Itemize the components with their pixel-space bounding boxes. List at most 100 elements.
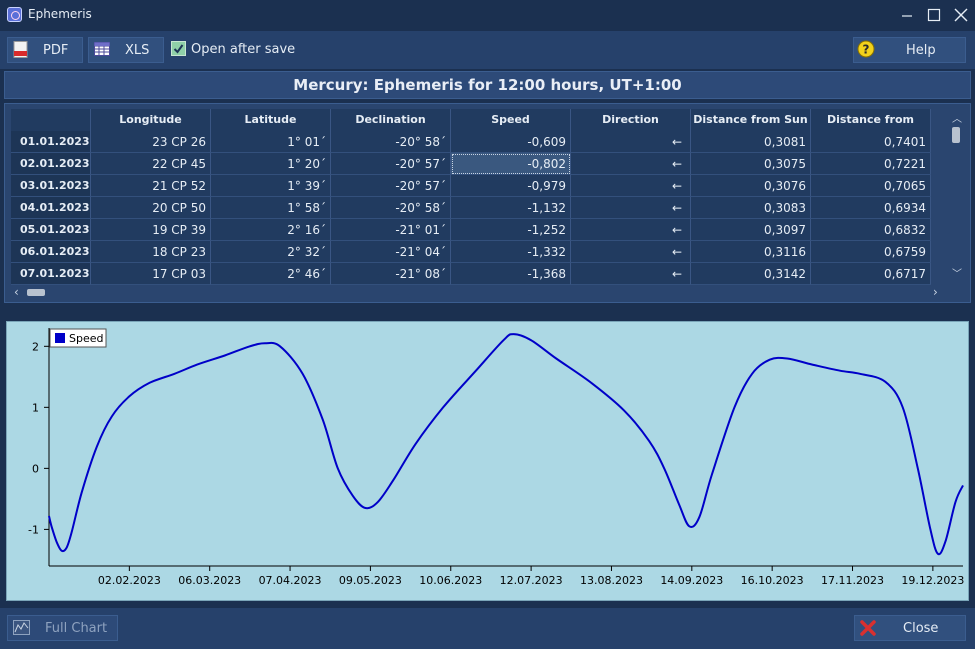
table-cell[interactable]: -0,979 <box>451 175 571 197</box>
close-window-icon[interactable] <box>951 5 971 25</box>
table-cell[interactable]: -1,368 <box>451 263 571 285</box>
table-cell[interactable]: 21 CP 52 <box>91 175 211 197</box>
help-button[interactable]: ? Help <box>853 37 966 63</box>
row-date[interactable]: 03.01.2023 <box>11 175 91 197</box>
table-cell[interactable]: 0,3083 <box>691 197 811 219</box>
table-cell[interactable]: 0,3075 <box>691 153 811 175</box>
table-cell[interactable]: 0,6832 <box>811 219 931 241</box>
table-cell[interactable]: 0,7401 <box>811 131 931 153</box>
table-cell[interactable]: 0,6717 <box>811 263 931 285</box>
column-header[interactable]: Distance from Sun <box>691 109 811 131</box>
table-cell[interactable]: 0,6759 <box>811 241 931 263</box>
table-cell[interactable]: ← <box>571 153 691 175</box>
table-cell[interactable]: -21° 04´ <box>331 241 451 263</box>
maximize-icon[interactable] <box>924 5 944 25</box>
pdf-button[interactable]: PDF <box>7 37 83 63</box>
xls-button-label: XLS <box>125 43 150 58</box>
table-cell[interactable]: 0,3142 <box>691 263 811 285</box>
table-cell[interactable]: 0,7065 <box>811 175 931 197</box>
table-cell[interactable]: -0,802 <box>451 153 571 175</box>
row-date[interactable]: 07.01.2023 <box>11 263 91 285</box>
table-cell[interactable]: 18 CP 23 <box>91 241 211 263</box>
table-cell[interactable]: ← <box>571 197 691 219</box>
speed-chart: -1 0 1 2 02.02.2023 06.03.2023 07.04.2023 09.05… <box>28 328 964 587</box>
table-cell[interactable]: 1° 58´ <box>211 197 331 219</box>
open-after-save-label[interactable]: Open after save <box>191 42 296 57</box>
table-cell[interactable]: 20 CP 50 <box>91 197 211 219</box>
table-row[interactable]: 06.01.2023 18 CP 23 2° 32´ -21° 04´ -1,332 ← 0… <box>11 241 931 263</box>
table-row[interactable]: 05.01.2023 19 CP 39 2° 16´ -21° 01´ -1,252 ← 0… <box>11 219 931 241</box>
table-cell[interactable]: -20° 58´ <box>331 197 451 219</box>
table-cell[interactable]: ← <box>571 175 691 197</box>
column-header[interactable]: Distance from Earth <box>811 109 931 148</box>
table-cell[interactable]: ← <box>571 219 691 241</box>
x-tick-label: 06.03.2023 <box>178 574 241 587</box>
row-date[interactable]: 01.01.2023 <box>11 131 91 153</box>
table-cell[interactable]: 2° 16´ <box>211 219 331 241</box>
horizontal-scroll-thumb[interactable] <box>27 289 45 296</box>
table-cell[interactable]: 0,3097 <box>691 219 811 241</box>
spreadsheet-icon <box>94 42 110 56</box>
table-cell[interactable]: -21° 08´ <box>331 263 451 285</box>
table-cell[interactable]: 22 CP 45 <box>91 153 211 175</box>
row-date[interactable]: 04.01.2023 <box>11 197 91 219</box>
column-header[interactable]: Declination <box>331 109 451 131</box>
table-cell[interactable]: 1° 39´ <box>211 175 331 197</box>
table-cell[interactable]: 0,3076 <box>691 175 811 197</box>
table-row[interactable]: 02.01.2023 22 CP 45 1° 20´ -20° 57´ -0,802 ← 0… <box>11 153 931 175</box>
row-date[interactable]: 05.01.2023 <box>11 219 91 241</box>
y-tick-label: 1 <box>32 401 39 414</box>
table-cell[interactable]: 2° 46´ <box>211 263 331 285</box>
column-header[interactable]: Longitude <box>91 109 211 131</box>
x-tick-label: 19.12.2023 <box>901 574 964 587</box>
row-date[interactable]: 02.01.2023 <box>11 153 91 175</box>
table-row[interactable]: 03.01.2023 21 CP 52 1° 39´ -20° 57´ -0,979 ← 0… <box>11 175 931 197</box>
table-cell[interactable]: 19 CP 39 <box>91 219 211 241</box>
row-date[interactable]: 06.01.2023 <box>11 241 91 263</box>
xls-button[interactable]: XLS <box>88 37 164 63</box>
table-cell[interactable]: 0,7221 <box>811 153 931 175</box>
vertical-scroll-thumb[interactable] <box>952 127 960 143</box>
scroll-left-icon[interactable]: ‹ <box>14 285 19 299</box>
column-header[interactable]: Direction <box>571 109 691 131</box>
close-button[interactable]: Close <box>854 615 966 641</box>
column-header[interactable]: Latitude <box>211 109 331 131</box>
table-cell[interactable]: 1° 01´ <box>211 131 331 153</box>
checkmark-icon <box>173 44 184 54</box>
table-cell[interactable]: 0,3081 <box>691 131 811 153</box>
table-row[interactable]: 04.01.2023 20 CP 50 1° 58´ -20° 58´ -1,132 ← 0… <box>11 197 931 219</box>
table-cell[interactable]: ← <box>571 263 691 285</box>
help-icon: ? <box>857 40 875 58</box>
svg-text:?: ? <box>863 43 870 57</box>
window-title: Ephemeris <box>28 7 92 21</box>
open-after-save-checkbox[interactable] <box>171 41 186 56</box>
full-chart-button[interactable]: Full Chart <box>7 615 118 641</box>
table-cell[interactable]: 2° 32´ <box>211 241 331 263</box>
table-corner <box>11 109 91 131</box>
table-cell[interactable]: -21° 01´ <box>331 219 451 241</box>
table-cell[interactable]: -1,132 <box>451 197 571 219</box>
table-cell[interactable]: 0,6934 <box>811 197 931 219</box>
table-cell[interactable]: -0,609 <box>451 131 571 153</box>
table-cell[interactable]: -1,252 <box>451 219 571 241</box>
table-cell[interactable]: 17 CP 03 <box>91 263 211 285</box>
vertical-scrollbar[interactable]: ︿ ﹀ <box>949 109 963 281</box>
table-cell[interactable]: ← <box>571 241 691 263</box>
scroll-right-icon[interactable]: › <box>933 285 938 299</box>
table-cell[interactable]: -20° 57´ <box>331 153 451 175</box>
column-header[interactable]: Speed <box>451 109 571 131</box>
table-cell[interactable]: 1° 20´ <box>211 153 331 175</box>
pdf-file-icon <box>13 41 28 58</box>
minimize-icon[interactable] <box>897 5 917 25</box>
table-row[interactable]: 07.01.2023 17 CP 03 2° 46´ -21° 08´ -1,368 ← 0… <box>11 263 931 285</box>
table-cell[interactable]: ← <box>571 131 691 153</box>
table-cell[interactable]: 23 CP 26 <box>91 131 211 153</box>
table-cell[interactable]: -1,332 <box>451 241 571 263</box>
horizontal-scrollbar[interactable]: ‹ › <box>11 285 947 299</box>
scroll-down-icon[interactable]: ﹀ <box>952 269 962 280</box>
table-cell[interactable]: -20° 57´ <box>331 175 451 197</box>
table-cell[interactable]: -20° 58´ <box>331 131 451 153</box>
scroll-up-icon[interactable]: ︿ <box>952 114 962 125</box>
table-cell[interactable]: 0,3116 <box>691 241 811 263</box>
table-row[interactable]: 01.01.2023 23 CP 26 1° 01´ -20° 58´ -0,609 ← 0… <box>11 131 931 153</box>
